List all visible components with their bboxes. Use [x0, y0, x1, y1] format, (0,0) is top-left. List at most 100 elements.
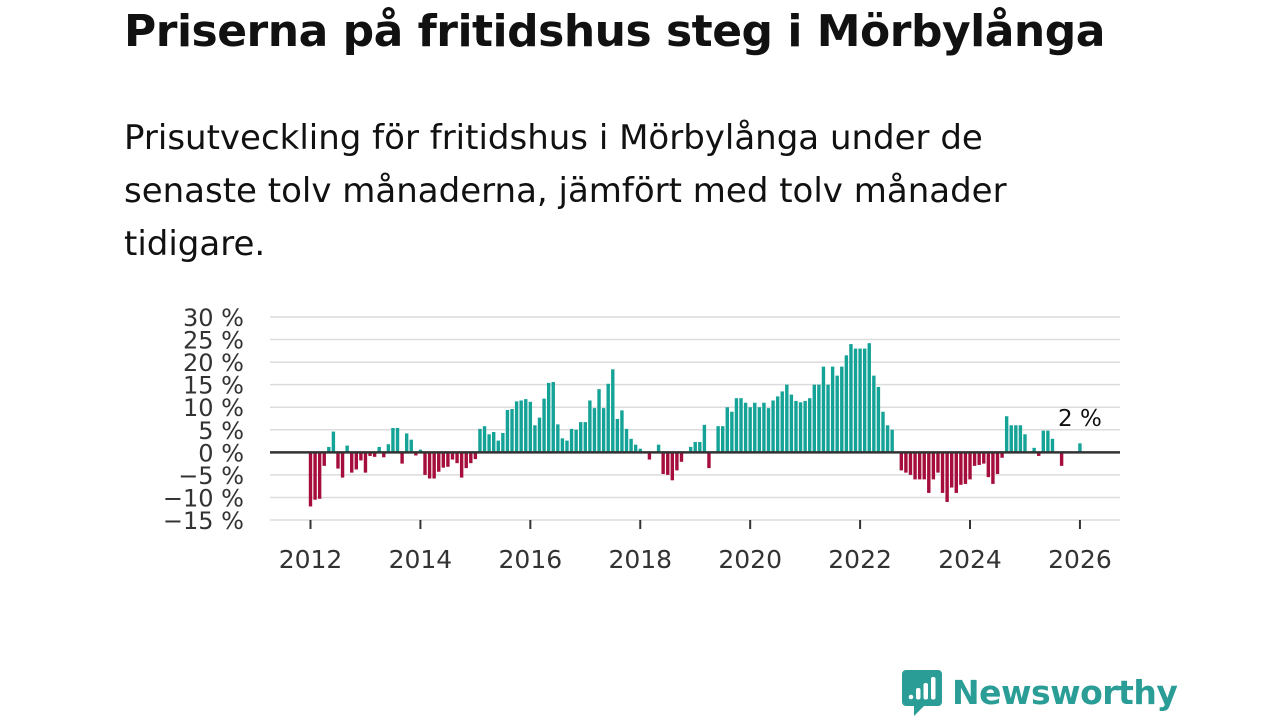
bar: [579, 422, 583, 453]
bar: [537, 417, 542, 453]
bar: [354, 452, 358, 470]
bar: [922, 452, 926, 480]
y-tick-label: 30 %: [183, 304, 244, 332]
bar: [991, 452, 995, 484]
bar: [432, 452, 436, 479]
bar: [588, 400, 592, 453]
bar: [592, 408, 597, 453]
bar: [844, 355, 849, 453]
bar: [803, 400, 807, 453]
x-tick-label: 2020: [718, 545, 782, 574]
bar: [633, 444, 638, 453]
bar: [327, 446, 331, 453]
bar: [382, 452, 386, 458]
bar: [542, 398, 546, 453]
bar: [789, 394, 794, 453]
bar: [1014, 425, 1018, 453]
y-tick-label: 10 %: [183, 394, 244, 422]
bar: [469, 452, 473, 464]
bar: [890, 429, 894, 453]
x-tick-label: 2026: [1048, 545, 1112, 574]
bar: [698, 441, 702, 453]
bar: [423, 452, 427, 475]
bar: [363, 452, 368, 473]
bar: [780, 391, 784, 453]
bar: [734, 398, 739, 453]
bar: [322, 452, 326, 466]
bar: [514, 401, 519, 453]
labels: 30 %25 %20 %15 %10 %5 %0 %−5 %−10 %−15 %…: [163, 304, 1112, 574]
bar: [340, 452, 345, 478]
y-tick-label: −5 %: [178, 462, 244, 490]
bar: [945, 452, 949, 502]
bar: [611, 369, 615, 453]
bar: [404, 433, 409, 453]
bar: [812, 384, 816, 453]
bar: [972, 452, 977, 466]
bar: [565, 440, 569, 453]
bar: [524, 399, 528, 453]
bars: [308, 343, 1082, 507]
bar: [556, 424, 560, 453]
bar: [455, 452, 459, 464]
bar: [395, 427, 400, 453]
bar: [716, 426, 720, 453]
bar: [775, 396, 780, 453]
bar: [1046, 430, 1050, 453]
bar: [977, 452, 981, 465]
bar: [1023, 434, 1027, 453]
bar: [1000, 452, 1004, 458]
bar: [437, 452, 441, 472]
bar: [739, 398, 743, 453]
newsworthy-brand: Newsworthy: [902, 670, 1178, 716]
bar: [1004, 416, 1009, 453]
bar: [908, 452, 913, 475]
bar: [771, 400, 775, 453]
bar: [510, 409, 514, 453]
bar: [853, 348, 858, 453]
bar: [959, 452, 963, 485]
bar: [459, 452, 464, 478]
bar: [885, 425, 890, 453]
bar: [560, 438, 565, 453]
bar: [368, 452, 372, 456]
bar: [982, 452, 986, 464]
bar: [830, 366, 835, 453]
bar: [950, 452, 954, 488]
bar: [501, 432, 505, 453]
x-tick-label: 2014: [389, 545, 453, 574]
bar: [478, 428, 482, 453]
bar: [721, 426, 725, 453]
bar: [624, 428, 629, 453]
y-tick-label: 20 %: [183, 349, 244, 377]
bar: [753, 402, 757, 453]
bar: [606, 383, 610, 453]
bar: [372, 452, 377, 457]
bar: [936, 452, 940, 473]
newsworthy-logo-icon: [902, 670, 942, 716]
bar: [913, 452, 917, 480]
bar: [359, 452, 363, 461]
bar: [546, 382, 551, 453]
bar: [574, 429, 578, 453]
bar: [702, 424, 707, 453]
bar: [730, 411, 734, 453]
bar: [675, 452, 679, 471]
bar: [968, 452, 972, 480]
bar: [350, 452, 354, 473]
bar: [620, 410, 624, 453]
bar: [597, 389, 601, 453]
bar: [666, 452, 670, 475]
bar: [601, 408, 606, 453]
bar: [840, 366, 844, 453]
bar: [400, 452, 404, 464]
bar: [1059, 452, 1064, 466]
bar: [446, 452, 450, 467]
bar: [995, 452, 1000, 474]
bar: [1037, 452, 1041, 456]
bar: [927, 452, 931, 493]
bar: [688, 446, 693, 453]
bar: [492, 432, 496, 453]
bar: [798, 402, 803, 453]
